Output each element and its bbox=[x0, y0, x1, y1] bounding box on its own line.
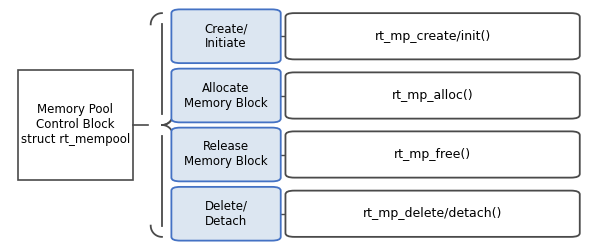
Text: Delete/
Detach: Delete/ Detach bbox=[204, 200, 248, 228]
Text: Release
Memory Block: Release Memory Block bbox=[184, 140, 268, 168]
Text: Create/
Initiate: Create/ Initiate bbox=[204, 22, 248, 50]
Text: rt_mp_alloc(): rt_mp_alloc() bbox=[392, 89, 473, 102]
FancyBboxPatch shape bbox=[171, 10, 281, 63]
FancyBboxPatch shape bbox=[171, 128, 281, 182]
FancyBboxPatch shape bbox=[285, 132, 580, 178]
FancyBboxPatch shape bbox=[285, 13, 580, 59]
Text: rt_mp_create/init(): rt_mp_create/init() bbox=[375, 30, 491, 43]
FancyBboxPatch shape bbox=[18, 70, 133, 180]
FancyBboxPatch shape bbox=[171, 69, 281, 122]
FancyBboxPatch shape bbox=[285, 72, 580, 119]
Text: rt_mp_free(): rt_mp_free() bbox=[394, 148, 471, 161]
Text: Allocate
Memory Block: Allocate Memory Block bbox=[184, 82, 268, 110]
FancyBboxPatch shape bbox=[171, 187, 281, 240]
Text: rt_mp_delete/detach(): rt_mp_delete/detach() bbox=[363, 207, 502, 220]
Text: Memory Pool
Control Block
struct rt_mempool: Memory Pool Control Block struct rt_memp… bbox=[21, 104, 130, 146]
FancyBboxPatch shape bbox=[285, 190, 580, 237]
